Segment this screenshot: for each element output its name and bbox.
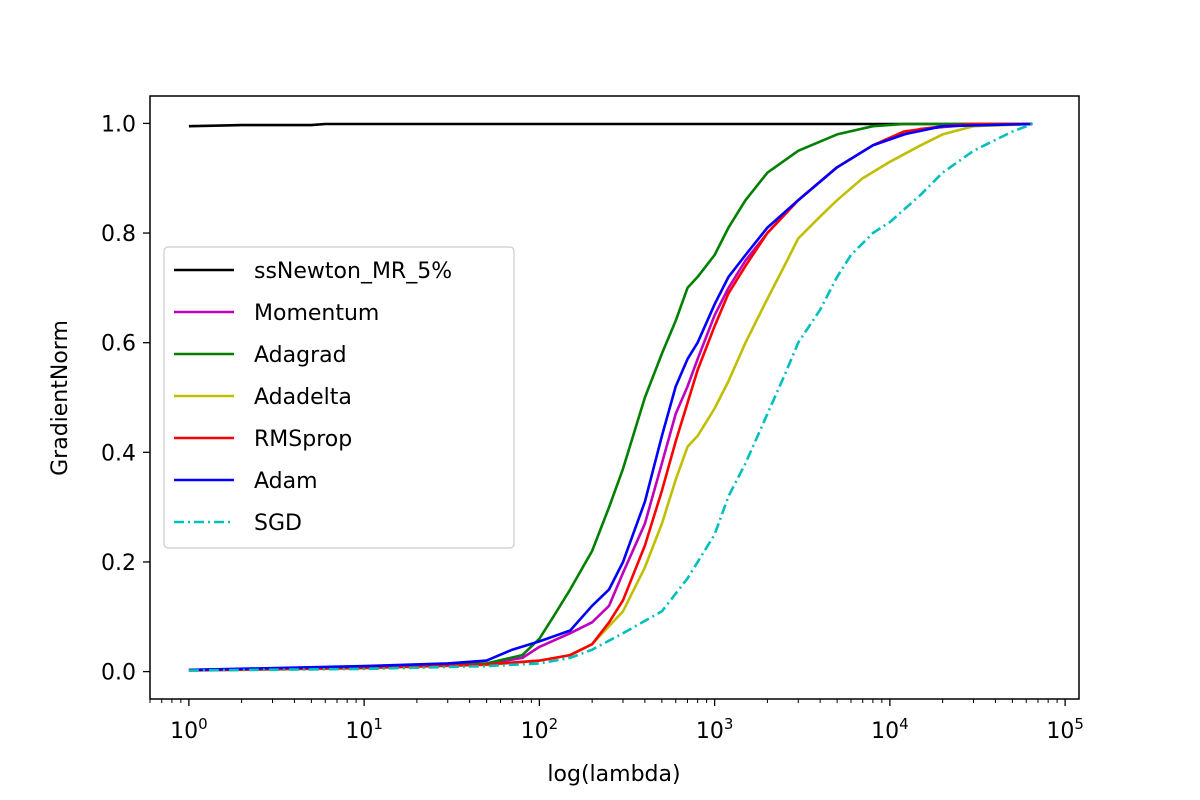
y-tick-label-3: 0.6 [101,332,136,357]
y-tick-label-5: 1.0 [101,112,136,137]
legend: ssNewton_MR_5% Momentum Adagrad Adadelta RMS… [163,246,515,549]
x-axis-label: log(lambda) [547,762,680,787]
x-tick-label-1: 101 [345,715,383,744]
legend-box [163,246,515,549]
y-axis: 0.0 0.2 0.4 0.6 0.8 1.0 [101,112,150,686]
series-line-0 [188,122,1033,128]
legend-label-0: ssNewton_MR_5% [254,259,452,284]
series-line-5 [188,122,1033,672]
y-tick-label-2: 0.4 [101,441,136,466]
x-axis: 100 101 102 103 104 105 [149,699,1084,744]
y-tick-label-0: 0.0 [101,661,136,686]
plot-lines [188,122,1033,672]
y-tick-label-1: 0.2 [101,551,136,576]
x-tick-label-2: 102 [521,715,559,744]
legend-label-3: Adadelta [254,385,352,410]
y-tick-label-4: 0.8 [101,222,136,247]
legend-label-1: Momentum [254,301,379,326]
legend-label-2: Adagrad [254,343,347,368]
legend-label-4: RMSprop [254,427,352,452]
y-axis-label: GradientNorm [48,320,73,476]
series-line-6 [188,122,1033,672]
series-line-2 [188,122,1033,672]
x-tick-label-4: 104 [871,715,909,744]
legend-label-5: Adam [254,469,318,494]
x-tick-label-0: 100 [170,715,208,744]
legend-label-6: SGD [254,511,302,536]
x-tick-label-3: 103 [696,715,734,744]
x-tick-label-5: 105 [1046,715,1084,744]
plot-frame [149,95,1080,700]
